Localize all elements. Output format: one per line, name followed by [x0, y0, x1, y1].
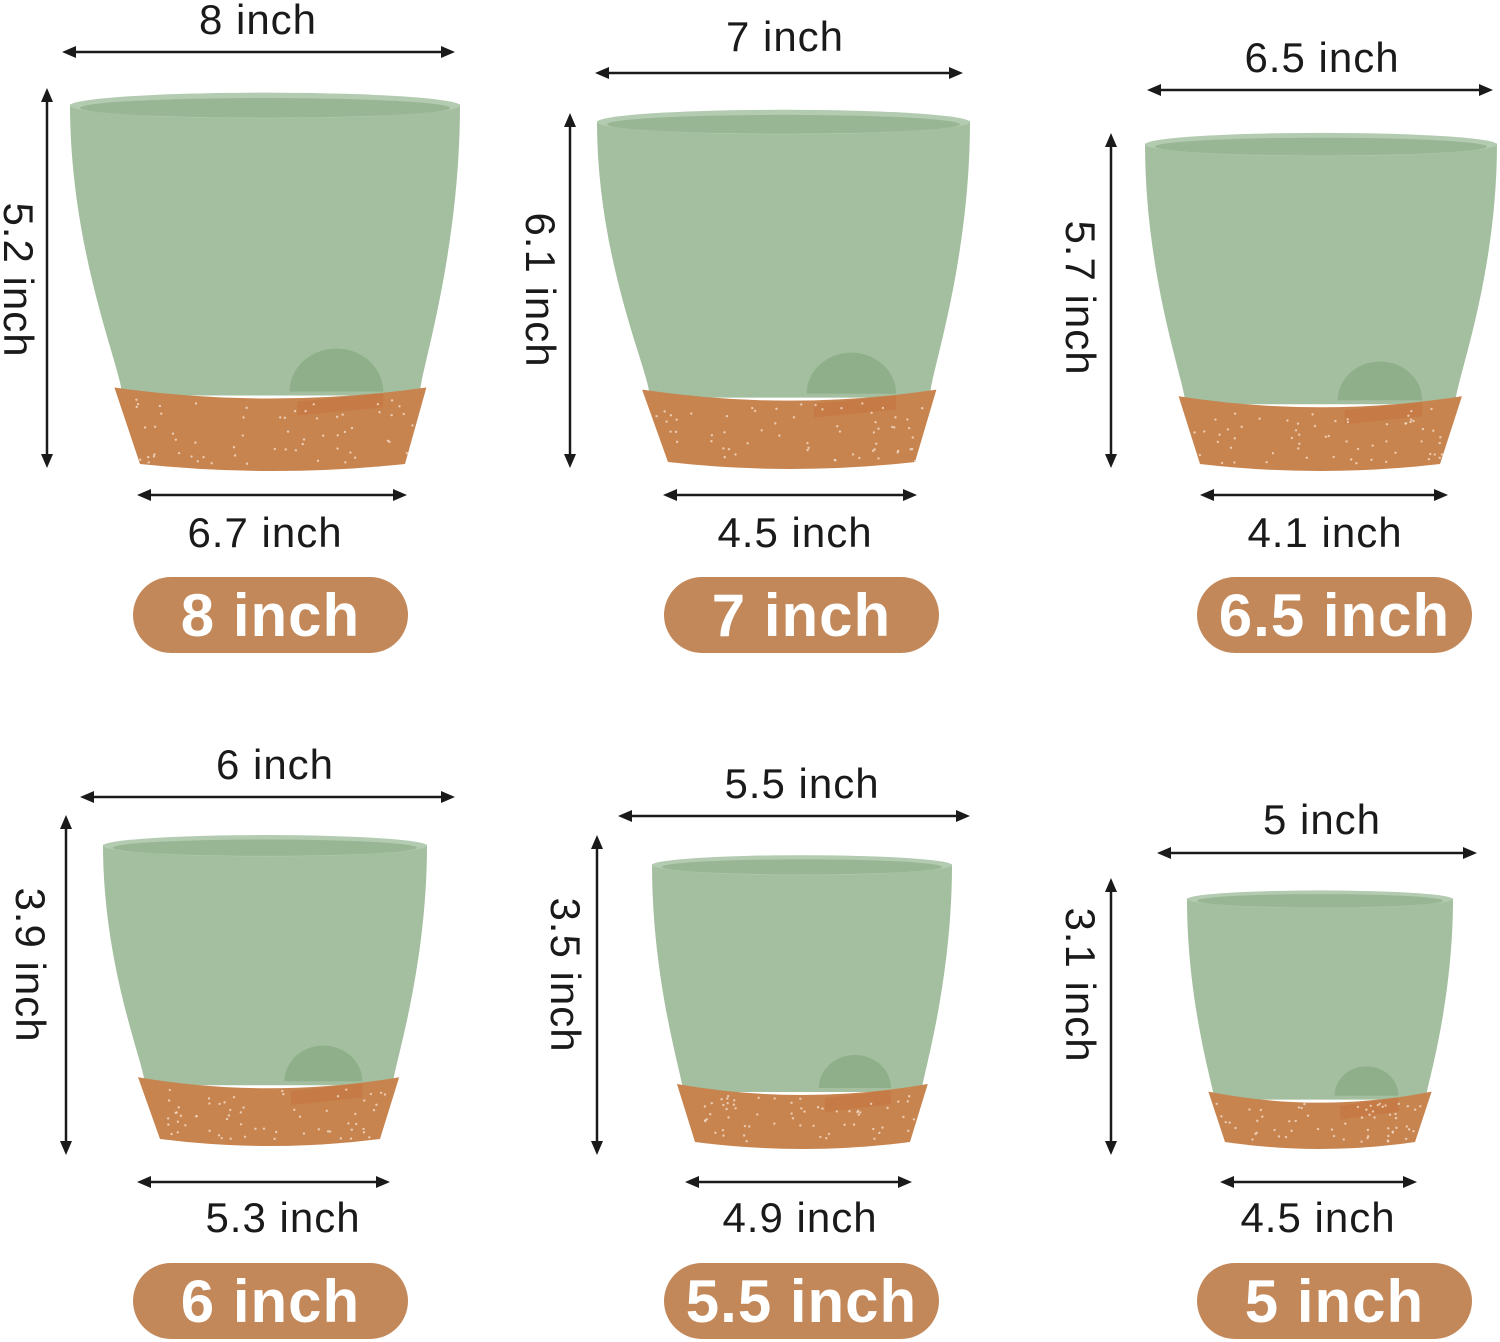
- top-diameter-label: 8 inch: [199, 0, 317, 44]
- pot-5: [591, 810, 970, 1188]
- top-diameter-label: 6.5 inch: [1244, 34, 1399, 82]
- bottom-diameter-label: 4.9 inch: [722, 1194, 877, 1242]
- bottom-diameter-label: 4.5 inch: [1240, 1194, 1395, 1242]
- pot-1: [41, 46, 460, 501]
- pot-3: [1105, 84, 1497, 501]
- top-diameter-label: 6 inch: [216, 741, 334, 789]
- pot-2: [564, 67, 970, 501]
- pot-body: [597, 121, 970, 398]
- height-label: 5.2 inch: [0, 202, 42, 357]
- size-badge: 6.5 inch: [1197, 577, 1472, 653]
- top-diameter-label: 5 inch: [1263, 796, 1381, 844]
- pot-body: [652, 864, 952, 1092]
- size-badge: 7 inch: [664, 577, 939, 653]
- size-badge: 5.5 inch: [664, 1263, 939, 1339]
- size-badge: 5 inch: [1197, 1263, 1472, 1339]
- size-badge: 8 inch: [133, 577, 408, 653]
- bottom-diameter-label: 5.3 inch: [205, 1194, 360, 1242]
- size-badge: 6 inch: [133, 1263, 408, 1339]
- bottom-diameter-label: 6.7 inch: [187, 509, 342, 557]
- bottom-diameter-label: 4.1 inch: [1247, 509, 1402, 557]
- pot-size-diagram: 8 inch 5.2 inch 6.7 inch 8 inch 7 inch 6.1 in…: [0, 0, 1500, 1342]
- pot-body: [1145, 143, 1497, 404]
- top-diameter-label: 5.5 inch: [724, 760, 879, 808]
- top-diameter-label: 7 inch: [726, 13, 844, 61]
- height-label: 3.1 inch: [1056, 907, 1104, 1062]
- height-label: 6.1 inch: [516, 212, 564, 367]
- bottom-diameter-label: 4.5 inch: [717, 509, 872, 557]
- pot-4: [60, 791, 455, 1188]
- pot-6: [1105, 847, 1477, 1188]
- pot-body: [1187, 898, 1453, 1099]
- height-label: 5.7 inch: [1056, 220, 1104, 375]
- height-label: 3.9 inch: [6, 887, 54, 1042]
- pot-body: [70, 104, 460, 395]
- pot-body: [103, 845, 427, 1085]
- height-label: 3.5 inch: [541, 897, 589, 1052]
- pots-illustration: [0, 0, 1500, 1342]
